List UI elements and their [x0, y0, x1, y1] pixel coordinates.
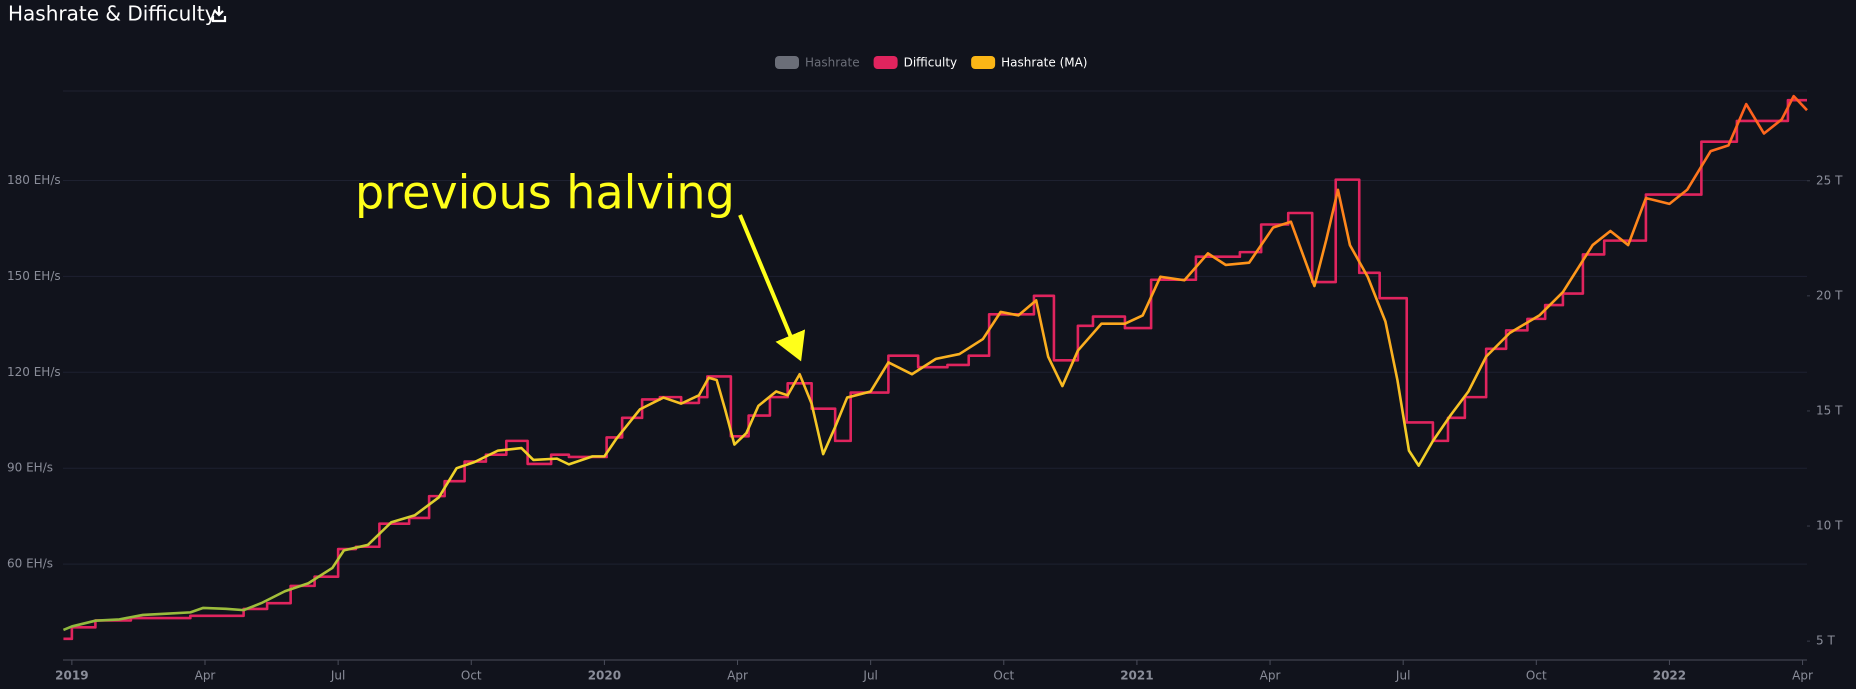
x-tick-label: Oct [461, 669, 482, 683]
y2-tick-label: 20 T [1816, 288, 1843, 302]
y-tick-label: 180 EH/s [7, 173, 61, 187]
x-tick-label: Apr [1260, 669, 1281, 683]
x-tick-label: Oct [993, 669, 1014, 683]
plot-area: 60 EH/s 90 EH/s 120 EH/s 150 EH/s 180 EH/s 5 … [7, 90, 1843, 683]
x-tick-label: 2022 [1653, 669, 1686, 683]
x-tick-label: Apr [727, 669, 748, 683]
legend-label: Difficulty [904, 56, 958, 70]
x-tick-label: 2020 [588, 669, 621, 683]
annotation-text: previous halving [355, 166, 735, 220]
legend-item[interactable]: Difficulty [873, 56, 958, 70]
y-tick-label: 90 EH/s [7, 461, 53, 475]
legend: Hashrate Difficulty Hashrate (MA) [775, 56, 1088, 70]
hashrate-ma-line [62, 94, 1808, 632]
x-tick-label: Jul [1395, 669, 1410, 683]
x-tick-label: Jul [330, 669, 345, 683]
legend-label: Hashrate [805, 56, 860, 70]
annotation-arrow [738, 214, 806, 362]
y-tick-label: 120 EH/s [7, 365, 61, 379]
legend-label: Hashrate (MA) [1001, 56, 1087, 70]
difficulty-line [63, 98, 1807, 641]
x-tick-label: Apr [195, 669, 216, 683]
legend-swatch [775, 56, 799, 69]
y-tick-label: 150 EH/s [7, 269, 61, 283]
chart-title: Hashrate & Difficulty [8, 2, 217, 26]
x-tick-label: 2019 [55, 669, 88, 683]
x-tick-label: Jul [862, 669, 877, 683]
legend-swatch [873, 56, 898, 69]
y2-tick-label: 25 T [1816, 173, 1843, 187]
y2-tick-label: 10 T [1816, 519, 1843, 533]
y-tick-label: 60 EH/s [7, 557, 53, 571]
legend-item[interactable]: Hashrate [775, 56, 860, 70]
y2-tick-label: 15 T [1816, 403, 1843, 417]
x-tick-label: Apr [1792, 669, 1813, 683]
legend-swatch [971, 56, 996, 69]
legend-item[interactable]: Hashrate (MA) [971, 56, 1088, 70]
download-button[interactable] [211, 6, 227, 23]
x-tick-label: 2021 [1120, 669, 1153, 683]
y2-tick-label: 5 T [1816, 634, 1835, 648]
x-tick-label: Oct [1526, 669, 1547, 683]
